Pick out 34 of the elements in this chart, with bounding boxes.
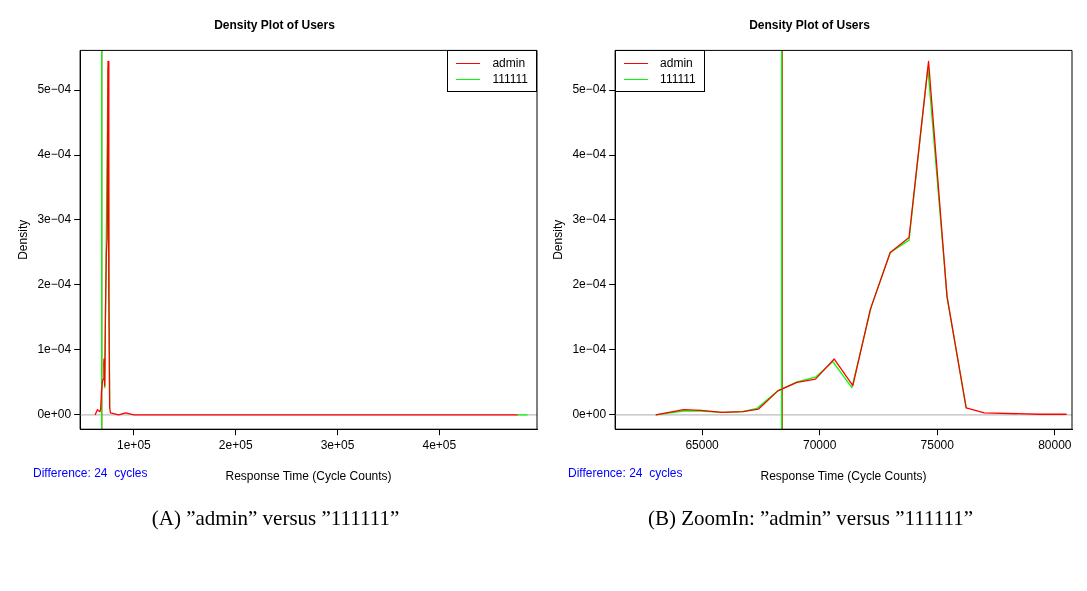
chart-title: Density Plot of Users — [749, 17, 871, 32]
y-tick-label: 4e−04 — [37, 147, 72, 162]
legend-label: 111111 — [660, 71, 696, 88]
y-tick-label: 4e−04 — [572, 147, 607, 162]
y-tick-label: 1e−04 — [37, 342, 72, 357]
x-tick-label: 4e+05 — [422, 437, 457, 452]
x-axis-title: Response Time (Cycle Counts) — [760, 469, 927, 484]
y-tick-label: 3e−04 — [37, 212, 72, 227]
y-tick-label: 5e−04 — [572, 82, 607, 97]
text: Difference: 24 cycles — [33, 466, 148, 481]
y-tick-label: 5e−04 — [37, 82, 72, 97]
x-tick-label: 80000 — [1038, 437, 1072, 452]
y-axis-title: Density — [15, 219, 30, 260]
legend-label: 111111 — [492, 71, 528, 88]
legend-label: admin — [660, 55, 693, 72]
y-axis-title: Density — [550, 219, 565, 260]
x-tick-label: 2e+05 — [218, 437, 253, 452]
y-tick-label: 0e+00 — [37, 407, 72, 422]
legend-label: admin — [492, 55, 526, 72]
x-tick-label: 65000 — [685, 437, 720, 452]
text: Difference: 24 cycles — [568, 466, 683, 481]
y-tick-label: 2e−04 — [572, 277, 607, 292]
text: (A) ”admin” versus ”111111” — [150, 506, 401, 531]
text: (B) ZoomIn: ”admin” versus ”111111” — [647, 506, 974, 531]
x-tick-label: 1e+05 — [117, 437, 152, 452]
y-tick-label: 3e−04 — [572, 212, 607, 227]
x-tick-label: 70000 — [803, 437, 837, 452]
y-tick-label: 2e−04 — [37, 277, 72, 292]
y-tick-label: 0e+00 — [572, 407, 607, 422]
chart-title: Density Plot of Users — [214, 17, 336, 32]
x-tick-label: 75000 — [920, 437, 955, 452]
x-tick-label: 3e+05 — [320, 437, 355, 452]
x-axis-title: Response Time (Cycle Counts) — [225, 469, 392, 484]
y-tick-label: 1e−04 — [572, 342, 607, 357]
